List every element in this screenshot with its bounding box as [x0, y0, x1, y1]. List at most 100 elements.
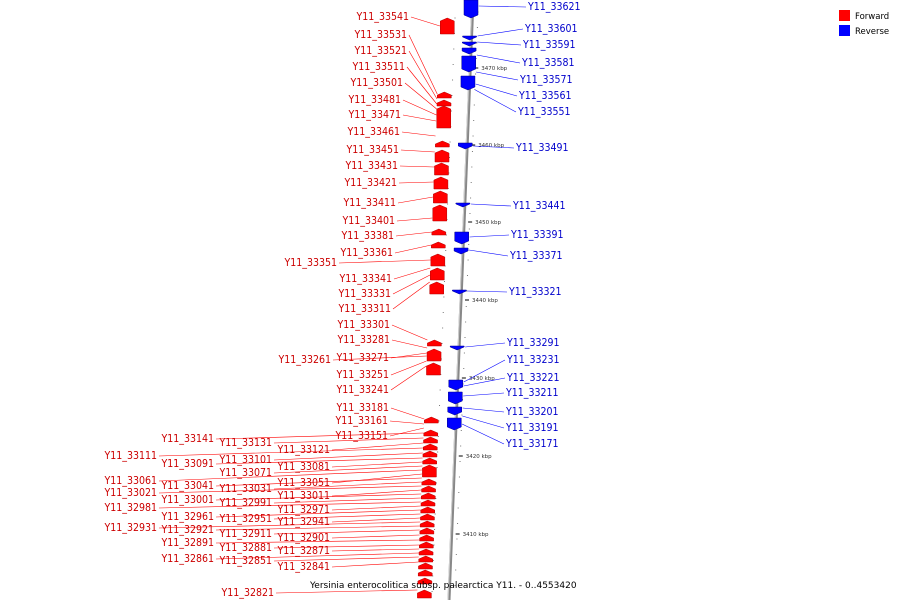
- forward-gene-label[interactable]: Y11_32851: [218, 555, 272, 567]
- reverse-gene-label[interactable]: Y11_33491: [515, 142, 569, 154]
- reverse-gene-arrow[interactable]: [448, 379, 464, 391]
- forward-gene-label[interactable]: Y11_32981: [103, 502, 157, 514]
- reverse-gene-label[interactable]: Y11_33231: [506, 354, 560, 366]
- forward-gene-label[interactable]: Y11_33401: [341, 215, 395, 227]
- forward-gene-arrow[interactable]: [426, 362, 441, 376]
- forward-gene-label[interactable]: Y11_33151: [334, 430, 388, 442]
- forward-gene-label[interactable]: Y11_32881: [218, 542, 272, 554]
- forward-gene-label[interactable]: Y11_33081: [276, 461, 330, 473]
- reverse-gene-label[interactable]: Y11_33291: [506, 337, 560, 349]
- forward-gene-arrow[interactable]: [436, 105, 452, 129]
- forward-gene-arrow[interactable]: [421, 478, 437, 486]
- forward-gene-arrow[interactable]: [419, 534, 434, 542]
- forward-gene-label[interactable]: Y11_33471: [347, 109, 401, 121]
- forward-gene-arrow[interactable]: [431, 228, 447, 236]
- forward-gene-label[interactable]: Y11_33121: [276, 444, 330, 456]
- forward-gene-arrow[interactable]: [418, 562, 433, 570]
- reverse-gene-label[interactable]: Y11_33441: [512, 200, 566, 212]
- forward-gene-arrow[interactable]: [434, 162, 449, 176]
- forward-gene-arrow[interactable]: [440, 17, 455, 35]
- forward-gene-label[interactable]: Y11_32911: [218, 528, 272, 540]
- forward-gene-arrow[interactable]: [433, 176, 449, 190]
- forward-gene-arrow[interactable]: [422, 457, 437, 465]
- forward-gene-label[interactable]: Y11_33301: [336, 319, 390, 331]
- forward-gene-arrow[interactable]: [421, 492, 436, 500]
- reverse-gene-label[interactable]: Y11_33321: [508, 286, 562, 298]
- forward-gene-label[interactable]: Y11_33501: [349, 77, 403, 89]
- forward-gene-arrow[interactable]: [417, 589, 432, 599]
- reverse-gene-arrow[interactable]: [449, 345, 465, 351]
- forward-gene-label[interactable]: Y11_33241: [335, 384, 389, 396]
- forward-gene-arrow[interactable]: [424, 416, 439, 424]
- forward-gene-arrow[interactable]: [417, 569, 433, 577]
- reverse-gene-label[interactable]: Y11_33621: [527, 1, 581, 13]
- reverse-gene-label[interactable]: Y11_33571: [519, 74, 573, 86]
- reverse-gene-arrow[interactable]: [454, 231, 469, 245]
- reverse-gene-arrow[interactable]: [455, 202, 471, 208]
- forward-gene-label[interactable]: Y11_33461: [346, 126, 400, 138]
- forward-gene-label[interactable]: Y11_33521: [353, 45, 407, 57]
- forward-gene-label[interactable]: Y11_32871: [276, 545, 330, 557]
- reverse-gene-arrow[interactable]: [460, 75, 476, 91]
- forward-gene-label[interactable]: Y11_33271: [335, 352, 389, 364]
- forward-gene-label[interactable]: Y11_33421: [343, 177, 397, 189]
- reverse-gene-arrow[interactable]: [462, 35, 477, 41]
- forward-gene-label[interactable]: Y11_33281: [336, 334, 390, 346]
- forward-gene-label[interactable]: Y11_33351: [283, 257, 337, 269]
- forward-gene-label[interactable]: Y11_33331: [337, 288, 391, 300]
- forward-gene-label[interactable]: Y11_32861: [160, 553, 214, 565]
- forward-gene-arrow[interactable]: [421, 485, 436, 493]
- reverse-gene-label[interactable]: Y11_33171: [505, 438, 559, 450]
- forward-gene-label[interactable]: Y11_33381: [340, 230, 394, 242]
- reverse-gene-arrow[interactable]: [462, 41, 477, 47]
- forward-gene-arrow[interactable]: [430, 253, 446, 267]
- forward-gene-label[interactable]: Y11_33071: [218, 467, 272, 479]
- forward-gene-label[interactable]: Y11_32941: [276, 516, 330, 528]
- forward-gene-label[interactable]: Y11_33141: [160, 433, 214, 445]
- forward-gene-arrow[interactable]: [420, 499, 436, 507]
- reverse-gene-label[interactable]: Y11_33221: [506, 372, 560, 384]
- forward-gene-arrow[interactable]: [419, 520, 435, 528]
- reverse-gene-label[interactable]: Y11_33591: [522, 39, 576, 51]
- forward-gene-label[interactable]: Y11_32991: [218, 497, 272, 509]
- forward-gene-label[interactable]: Y11_32931: [103, 522, 157, 534]
- reverse-gene-label[interactable]: Y11_33201: [505, 406, 559, 418]
- forward-gene-arrow[interactable]: [435, 140, 450, 148]
- reverse-gene-arrow[interactable]: [448, 391, 463, 405]
- forward-gene-label[interactable]: Y11_33131: [218, 437, 272, 449]
- forward-gene-arrow[interactable]: [419, 527, 435, 535]
- forward-gene-arrow[interactable]: [417, 577, 433, 585]
- forward-gene-label[interactable]: Y11_33411: [342, 197, 396, 209]
- forward-gene-arrow[interactable]: [426, 348, 442, 362]
- forward-gene-label[interactable]: Y11_33451: [345, 144, 399, 156]
- forward-gene-label[interactable]: Y11_33541: [355, 11, 409, 23]
- forward-gene-label[interactable]: Y11_33091: [160, 458, 214, 470]
- forward-gene-label[interactable]: Y11_33011: [276, 490, 330, 502]
- forward-gene-label[interactable]: Y11_33041: [160, 480, 214, 492]
- forward-gene-arrow[interactable]: [432, 204, 448, 222]
- forward-gene-arrow[interactable]: [420, 513, 435, 521]
- forward-gene-label[interactable]: Y11_33051: [276, 477, 330, 489]
- forward-gene-label[interactable]: Y11_32921: [160, 524, 214, 536]
- reverse-gene-arrow[interactable]: [453, 247, 469, 255]
- forward-gene-arrow[interactable]: [418, 548, 434, 556]
- reverse-gene-label[interactable]: Y11_33391: [510, 229, 564, 241]
- forward-gene-label[interactable]: Y11_33161: [334, 415, 388, 427]
- forward-gene-arrow[interactable]: [434, 149, 450, 163]
- reverse-gene-arrow[interactable]: [461, 55, 477, 73]
- forward-gene-label[interactable]: Y11_32901: [276, 532, 330, 544]
- forward-gene-label[interactable]: Y11_33101: [218, 454, 272, 466]
- forward-gene-arrow[interactable]: [418, 555, 434, 563]
- reverse-gene-label[interactable]: Y11_33581: [521, 57, 575, 69]
- forward-gene-arrow[interactable]: [419, 541, 434, 549]
- forward-gene-label[interactable]: Y11_33251: [335, 369, 389, 381]
- forward-gene-arrow[interactable]: [431, 241, 446, 249]
- reverse-gene-arrow[interactable]: [461, 47, 477, 55]
- forward-gene-label[interactable]: Y11_33021: [103, 487, 157, 499]
- forward-gene-label[interactable]: Y11_32961: [160, 511, 214, 523]
- forward-gene-label[interactable]: Y11_33511: [351, 61, 405, 73]
- reverse-gene-arrow[interactable]: [452, 289, 467, 295]
- forward-gene-label[interactable]: Y11_33481: [347, 94, 401, 106]
- forward-gene-label[interactable]: Y11_33431: [344, 160, 398, 172]
- forward-gene-label[interactable]: Y11_32821: [220, 587, 274, 599]
